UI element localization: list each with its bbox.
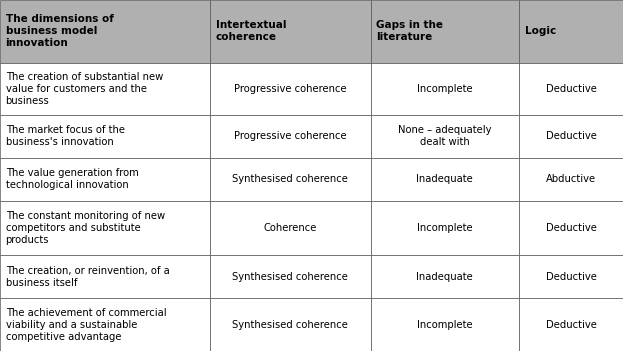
Text: The achievement of commercial
viability and a sustainable
competitive advantage: The achievement of commercial viability …: [6, 308, 166, 342]
Bar: [0, 200, 210, 256]
Bar: [519, 158, 623, 200]
Bar: [519, 114, 623, 158]
Text: Deductive: Deductive: [546, 84, 596, 94]
Text: The dimensions of
business model
innovation: The dimensions of business model innovat…: [6, 14, 113, 48]
Bar: [371, 63, 519, 114]
Bar: [519, 0, 623, 63]
Text: Deductive: Deductive: [546, 320, 596, 330]
Text: Incomplete: Incomplete: [417, 84, 473, 94]
Text: Logic: Logic: [525, 26, 556, 37]
Text: None – adequately
dealt with: None – adequately dealt with: [398, 125, 492, 147]
Text: The creation, or reinvention, of a
business itself: The creation, or reinvention, of a busin…: [6, 266, 169, 288]
Text: Progressive coherence: Progressive coherence: [234, 131, 346, 141]
Text: Deductive: Deductive: [546, 131, 596, 141]
Bar: [0, 63, 210, 114]
Bar: [0, 256, 210, 298]
Text: Gaps in the
literature: Gaps in the literature: [376, 20, 444, 42]
Bar: [0, 114, 210, 158]
Text: Incomplete: Incomplete: [417, 223, 473, 233]
Bar: [210, 298, 371, 351]
Text: Inadequate: Inadequate: [416, 272, 473, 282]
Bar: [210, 0, 371, 63]
Bar: [0, 158, 210, 200]
Bar: [210, 256, 371, 298]
Text: Deductive: Deductive: [546, 272, 596, 282]
Bar: [371, 298, 519, 351]
Text: Synthesised coherence: Synthesised coherence: [232, 272, 348, 282]
Bar: [210, 114, 371, 158]
Bar: [0, 298, 210, 351]
Text: Incomplete: Incomplete: [417, 320, 473, 330]
Text: The creation of substantial new
value for customers and the
business: The creation of substantial new value fo…: [6, 72, 163, 106]
Bar: [371, 256, 519, 298]
Bar: [210, 158, 371, 200]
Bar: [371, 158, 519, 200]
Bar: [519, 63, 623, 114]
Text: Inadequate: Inadequate: [416, 174, 473, 184]
Text: Coherence: Coherence: [264, 223, 317, 233]
Bar: [519, 256, 623, 298]
Bar: [210, 200, 371, 256]
Text: The value generation from
technological innovation: The value generation from technological …: [6, 168, 138, 190]
Bar: [371, 114, 519, 158]
Text: Synthesised coherence: Synthesised coherence: [232, 320, 348, 330]
Bar: [519, 298, 623, 351]
Bar: [519, 200, 623, 256]
Text: The constant monitoring of new
competitors and substitute
products: The constant monitoring of new competito…: [6, 211, 164, 245]
Bar: [371, 200, 519, 256]
Text: The market focus of the
business's innovation: The market focus of the business's innov…: [6, 125, 125, 147]
Bar: [210, 63, 371, 114]
Bar: [371, 0, 519, 63]
Bar: [0, 0, 210, 63]
Text: Synthesised coherence: Synthesised coherence: [232, 174, 348, 184]
Text: Deductive: Deductive: [546, 223, 596, 233]
Text: Intertextual
coherence: Intertextual coherence: [216, 20, 286, 42]
Text: Progressive coherence: Progressive coherence: [234, 84, 346, 94]
Text: Abductive: Abductive: [546, 174, 596, 184]
